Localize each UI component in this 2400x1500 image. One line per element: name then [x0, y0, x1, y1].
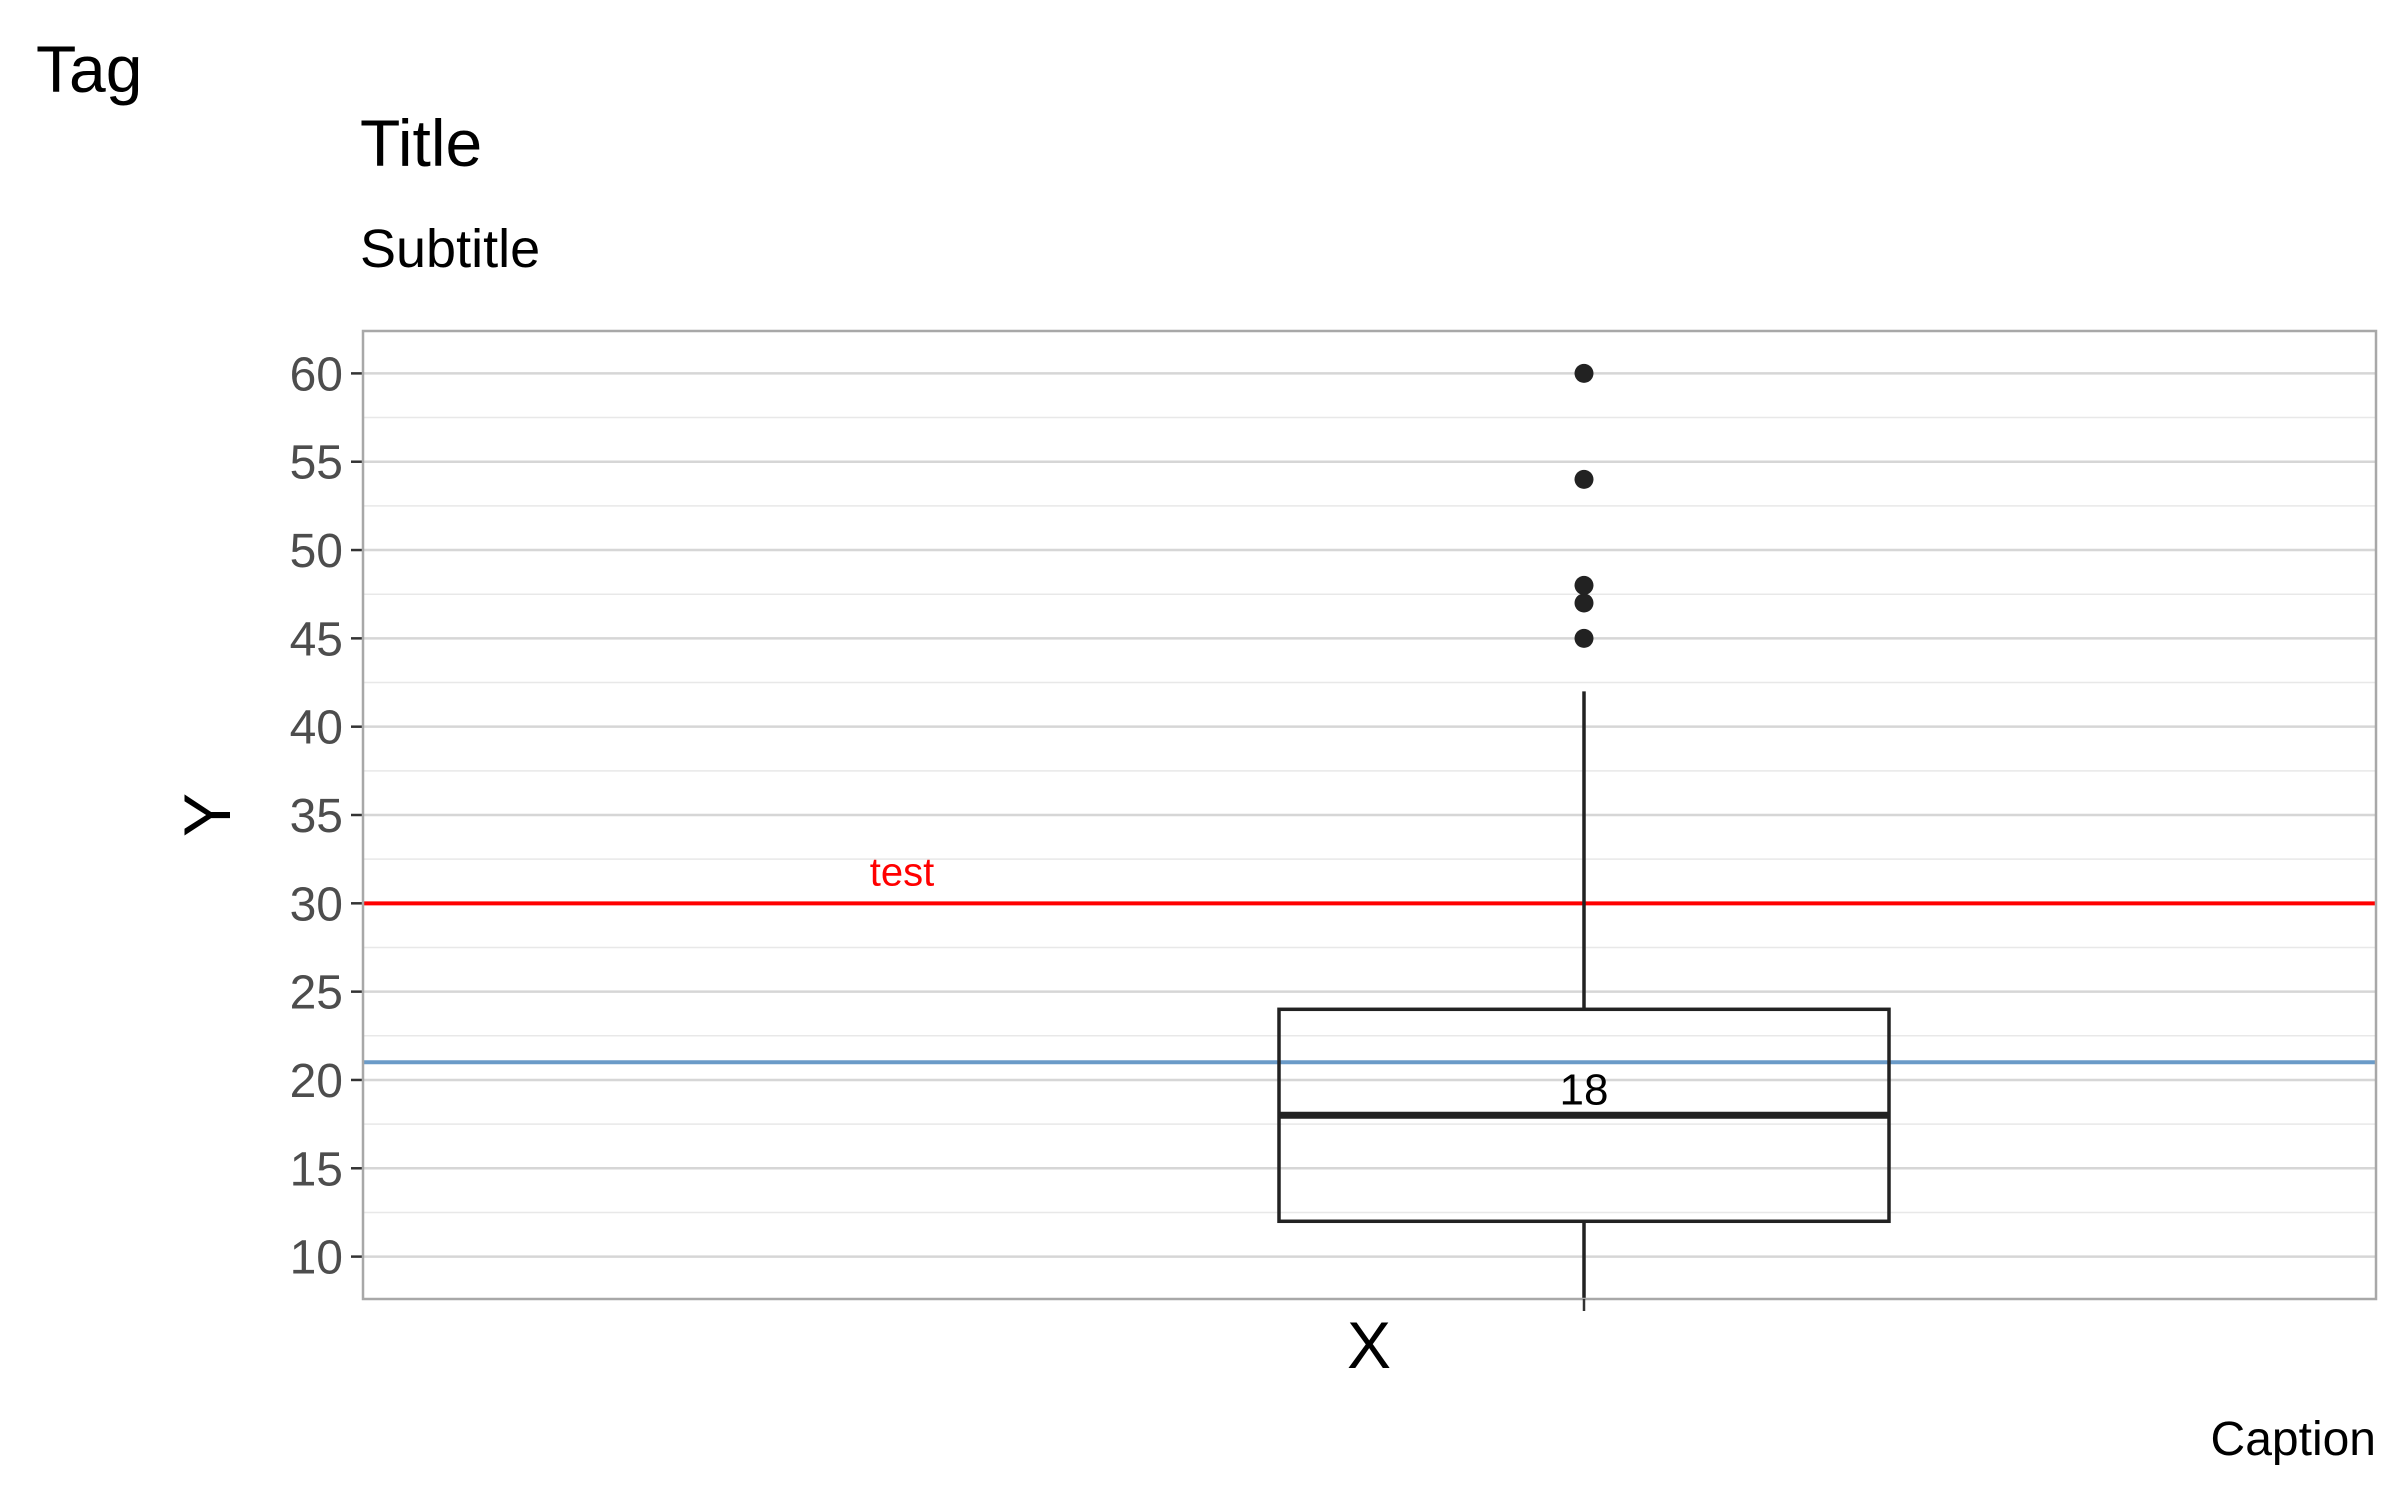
y-tick-label: 10	[290, 1232, 343, 1285]
outlier-point	[1574, 593, 1594, 613]
y-tick-label: 60	[290, 348, 343, 401]
plot-tag: Tag	[36, 32, 143, 106]
outlier-point	[1574, 363, 1594, 383]
panel-border	[361, 329, 2378, 1301]
median-label: 18	[1560, 1065, 1609, 1114]
y-tick-label: 35	[290, 790, 343, 843]
outlier-point	[1574, 575, 1594, 595]
x-axis-title: X	[1347, 1308, 1391, 1382]
outlier-point	[1574, 628, 1594, 648]
y-tick-label: 55	[290, 437, 343, 490]
y-tick-label: 30	[290, 878, 343, 931]
y-tick-label: 15	[290, 1143, 343, 1196]
y-tick-label: 45	[290, 613, 343, 666]
y-tick-label: 25	[290, 967, 343, 1020]
y-tick-label: 20	[290, 1055, 343, 1108]
reference-line-label: test	[870, 850, 934, 894]
plot-caption: Caption	[2210, 1413, 2376, 1466]
y-tick-label: 50	[290, 525, 343, 578]
y-axis-title: Y	[170, 793, 244, 837]
plot-title: Title	[360, 106, 483, 180]
outlier-point	[1574, 469, 1594, 489]
y-tick-label: 40	[290, 702, 343, 755]
plot-subtitle: Subtitle	[360, 219, 541, 279]
